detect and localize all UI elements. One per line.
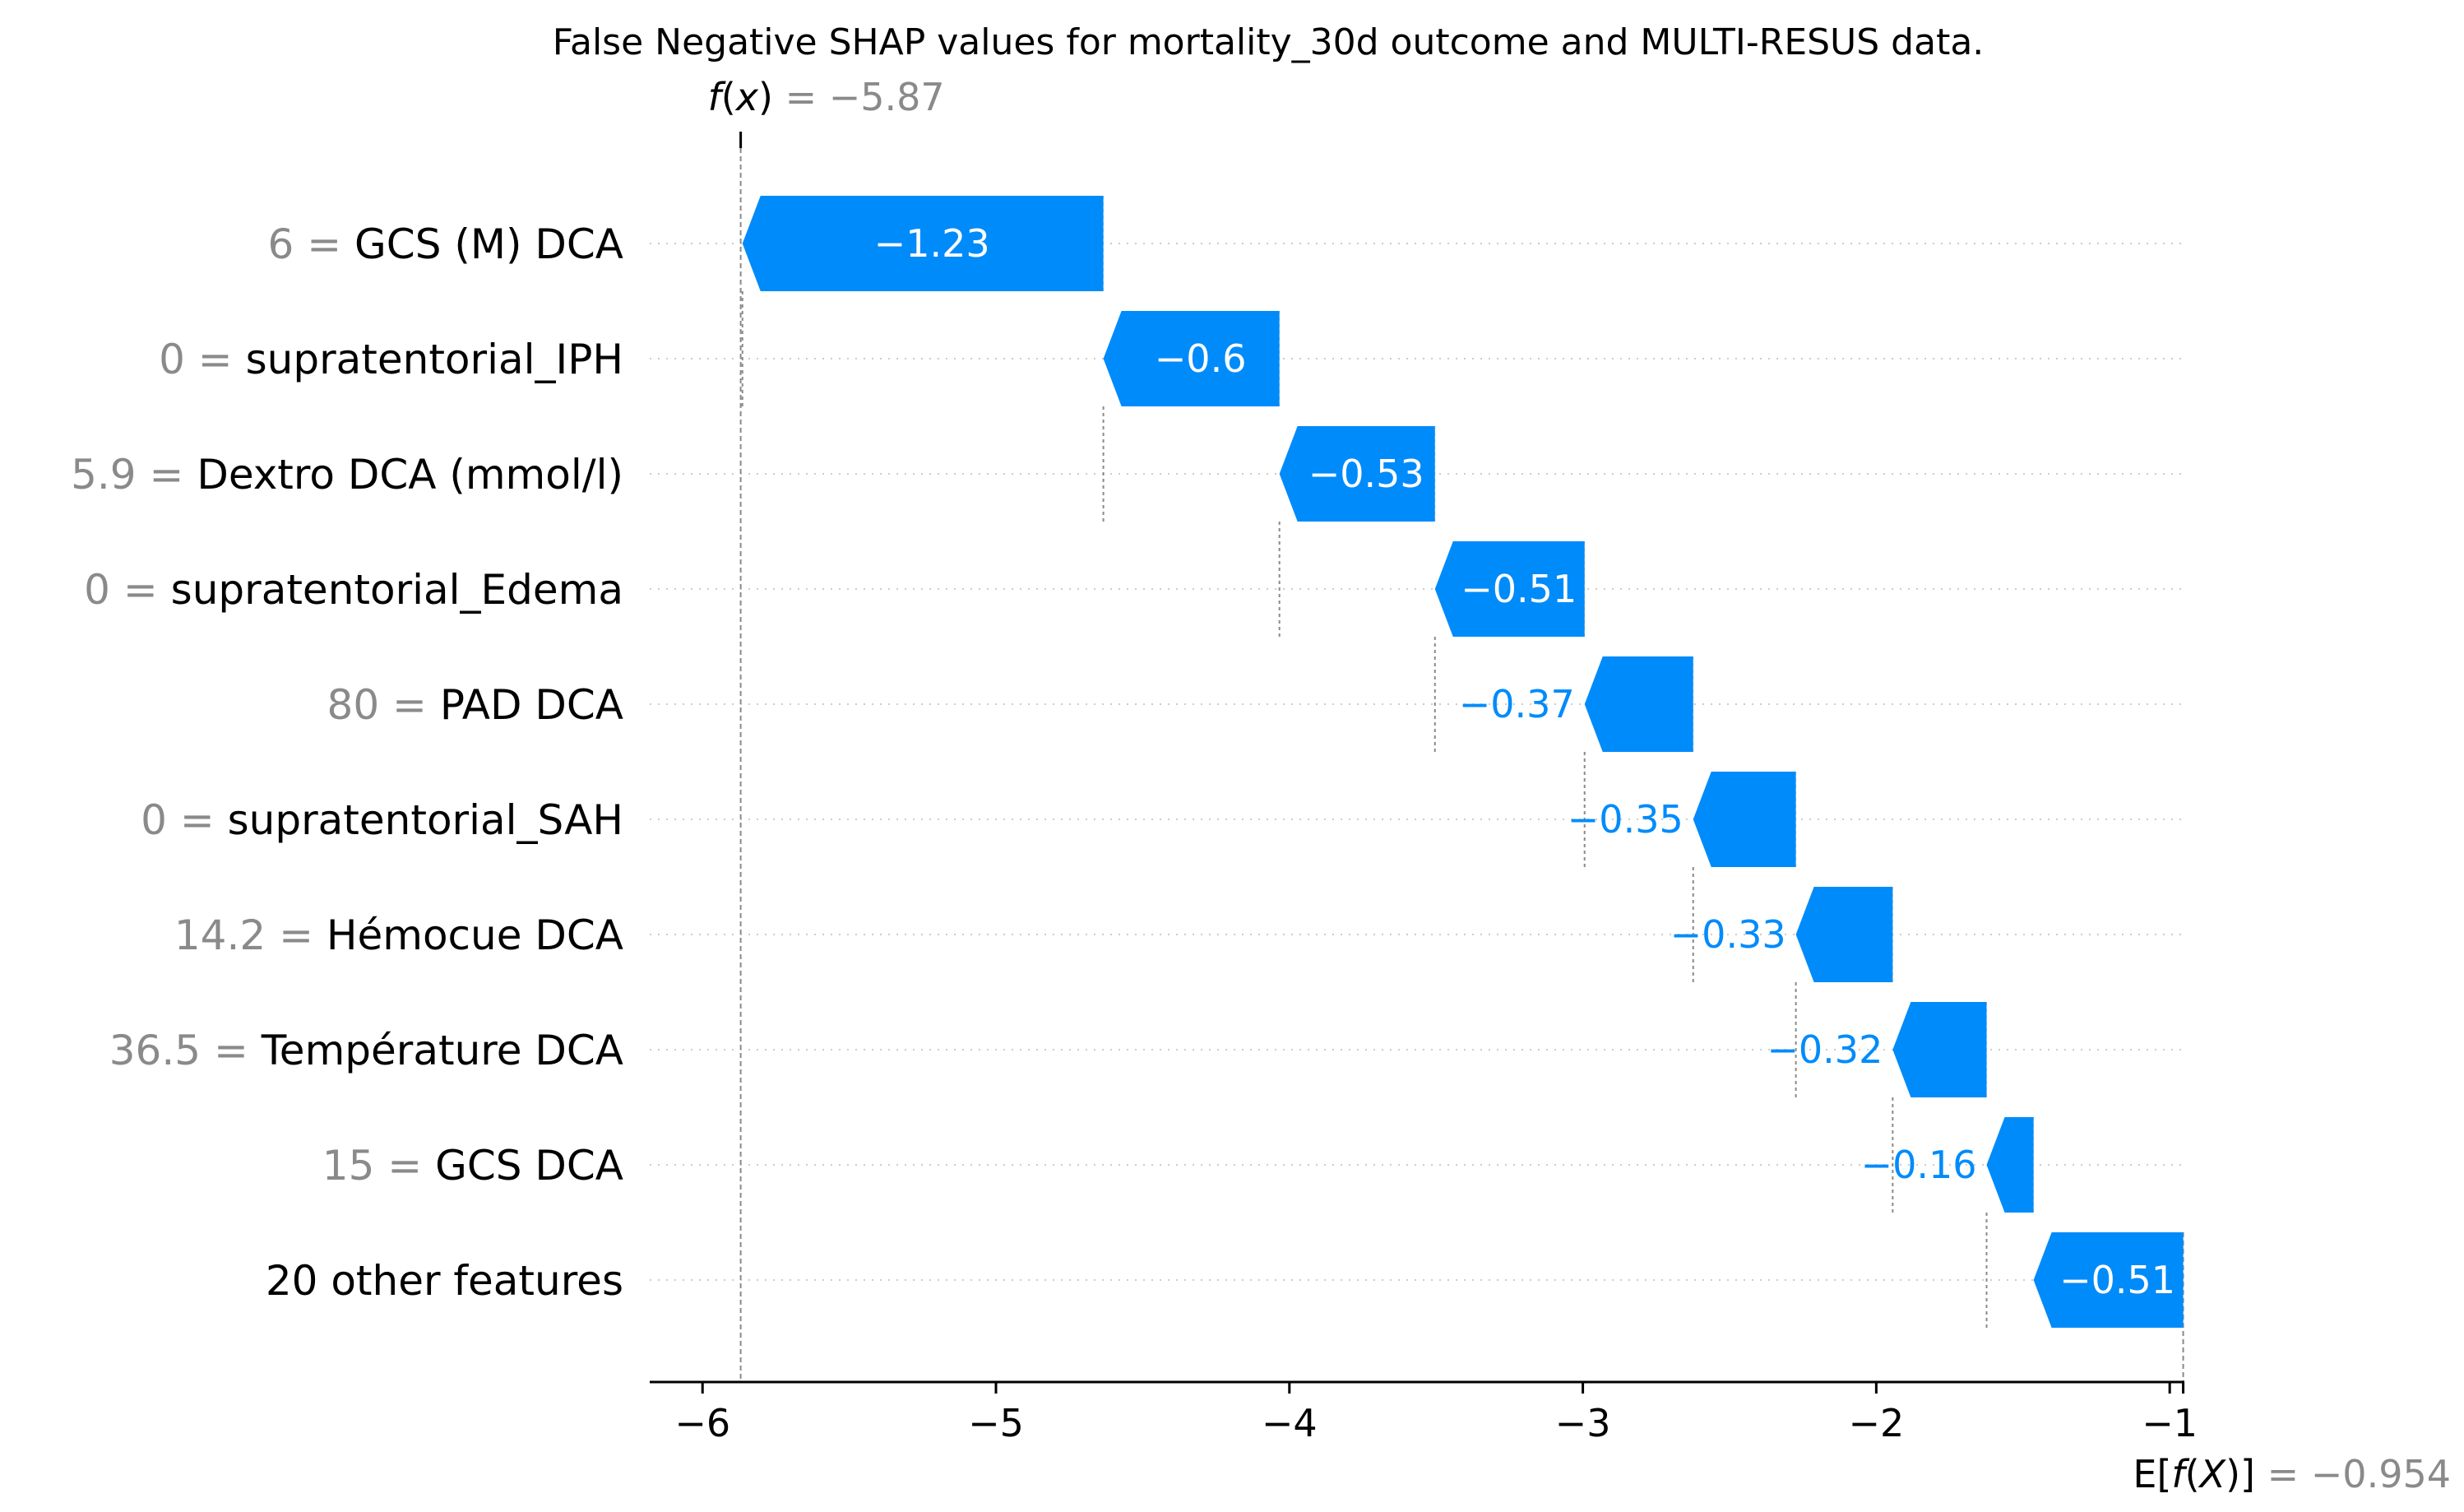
shap-bar-4 [1584,656,1693,752]
shap-bar-6 [1795,887,1893,982]
feature-label: 0 = supratentorial_SAH [141,796,623,844]
feature-value: 0 [84,566,110,614]
bar-value-label: −0.53 [1308,452,1424,496]
x-tick-label: −1 [2142,1401,2198,1445]
bar-value-label: −0.33 [1670,912,1786,957]
bar-value-label: −0.37 [1459,682,1575,726]
bar-value-label: −1.23 [874,221,990,266]
feature-name: PAD DCA [440,681,623,729]
feature-value: 5.9 [71,451,137,499]
feature-name: supratentorial_Edema [171,566,623,614]
shap-bar-0 [742,196,1104,291]
shap-bar-1 [1103,311,1280,406]
feature-equals: = [137,451,197,499]
x-tick-label: −3 [1555,1401,1611,1445]
feature-name: Hémocue DCA [327,911,623,959]
feature-value: 80 [327,681,380,729]
grid-lines [650,243,2184,1281]
x-tick-label: −6 [674,1401,730,1445]
labels: False Negative SHAP values for mortality… [71,21,2451,1496]
feature-value: 6 [268,220,294,268]
fx-value [773,75,785,119]
base-close: )] [2225,1452,2255,1496]
feature-label: 0 = supratentorial_IPH [159,336,623,383]
feature-label: 6 = GCS (M) DCA [268,220,623,268]
shap-bar-3 [1434,541,1585,637]
bar-value-label: −0.51 [2059,1258,2175,1302]
x-tick-label: −4 [1262,1401,1318,1445]
feature-equals: = [110,566,171,614]
x-tick-label: −5 [968,1401,1024,1445]
bars [742,196,2184,1328]
x-axis: −6 −5 −4 −3 −2 −1 [650,1380,2198,1445]
base-space [2255,1452,2267,1496]
feature-equals: = [374,1142,435,1190]
feature-value: 36.5 [109,1027,201,1074]
feature-name: 20 other features [266,1257,623,1305]
feature-equals: = [379,681,440,729]
fx-open: ( [721,75,736,119]
feature-value: 14.2 [174,911,266,959]
feature-name: supratentorial_SAH [228,796,623,844]
fx-close: ) [758,75,773,119]
base-annotation: E[f(X)] = −0.954 [2133,1452,2451,1496]
bar-value-label: −0.6 [1155,336,1247,381]
feature-equals: = [266,911,327,959]
shap-bar-5 [1693,772,1796,867]
feature-equals: = [294,220,354,268]
shap-bar-2 [1279,426,1435,522]
feature-name: GCS (M) DCA [354,220,623,268]
chart-title: False Negative SHAP values for mortality… [553,21,1985,63]
x-tick-label: −2 [1848,1401,1904,1445]
feature-label: 14.2 = Hémocue DCA [174,911,623,959]
bar-value-label: −0.51 [1461,567,1577,611]
shap-bar-9 [2033,1232,2184,1328]
feature-value: 15 [322,1142,375,1190]
fx-x: x [734,75,759,119]
bar-value-label: −0.32 [1767,1027,1883,1072]
fx-annotation: f(x) = −5.87 [708,75,945,119]
bar-value-label: −0.35 [1568,797,1684,842]
fx-value-text: = −5.87 [785,75,945,119]
feature-equals: = [201,1027,262,1074]
base-value-text: = −0.954 [2267,1452,2451,1496]
feature-label: 80 = PAD DCA [327,681,623,729]
feature-value: 0 [141,796,167,844]
base-X: X [2198,1452,2227,1496]
feature-label: 36.5 = Température DCA [109,1027,623,1074]
feature-label: 15 = GCS DCA [322,1142,623,1190]
feature-label: 0 = supratentorial_Edema [84,566,623,614]
feature-name: Température DCA [261,1027,623,1074]
feature-label: 20 other features [266,1257,623,1305]
feature-equals: = [185,336,246,383]
feature-name: GCS DCA [435,1142,623,1190]
feature-label: 5.9 = Dextro DCA (mmol/l) [71,451,623,499]
feature-value: 0 [159,336,185,383]
shap-bar-8 [1986,1117,2034,1213]
connector-lines [739,132,2184,1382]
base-e: E[ [2133,1452,2171,1496]
feature-name: Dextro DCA (mmol/l) [197,451,623,499]
feature-name: supratentorial_IPH [246,336,623,383]
shap-bar-7 [1892,1002,1987,1097]
base-open: ( [2185,1452,2200,1496]
bar-value-label: −0.16 [1861,1143,1977,1187]
feature-equals: = [167,796,228,844]
